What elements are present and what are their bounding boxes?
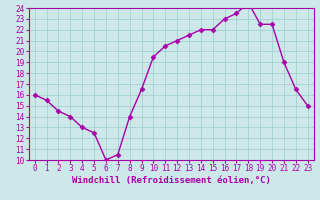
X-axis label: Windchill (Refroidissement éolien,°C): Windchill (Refroidissement éolien,°C): [72, 176, 271, 185]
